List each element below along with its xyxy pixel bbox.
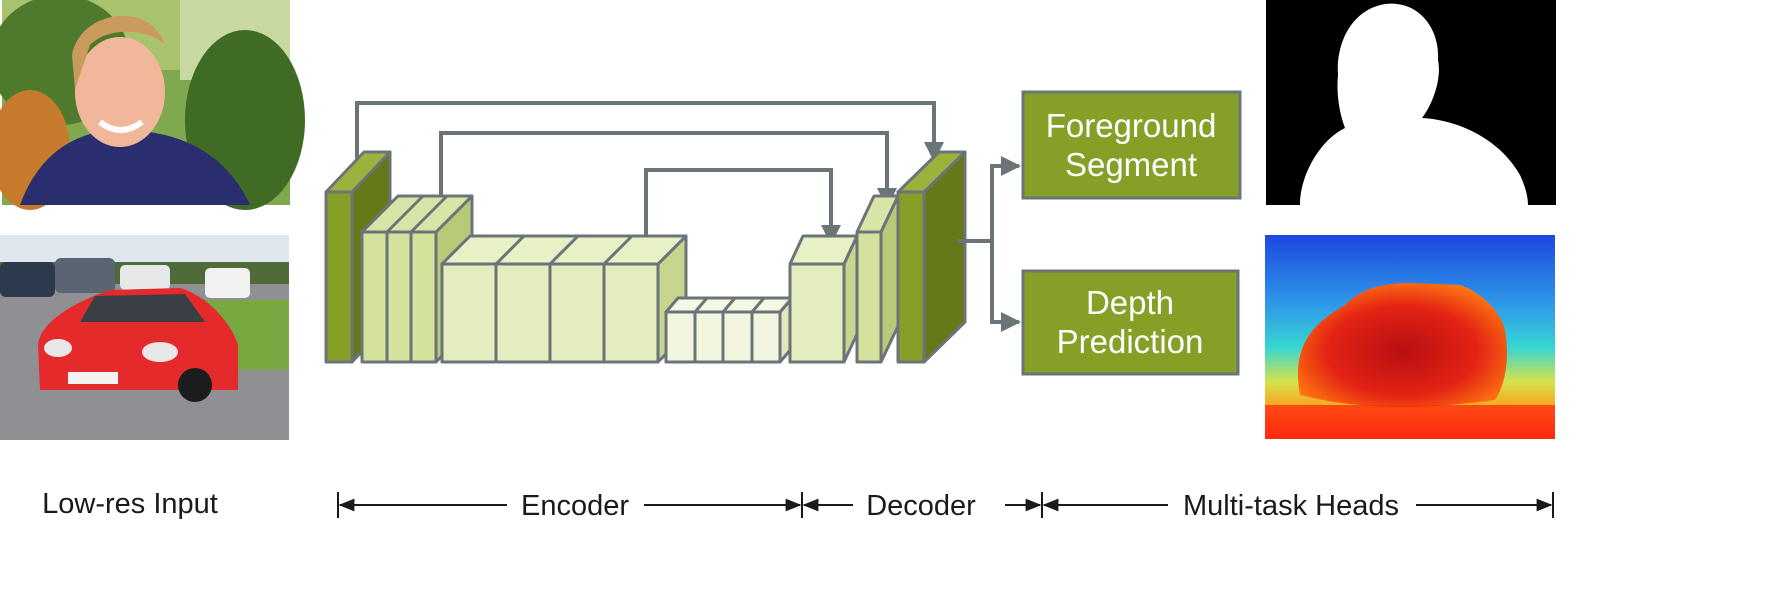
- input-person-photo: [0, 0, 305, 210]
- input-label: Low-res Input: [42, 488, 218, 520]
- decoder-label: Decoder: [866, 490, 976, 522]
- skip-connection-middle: [439, 131, 897, 208]
- decoder-layer-3: [896, 150, 967, 364]
- head-1-line-1: Foreground: [1046, 107, 1217, 144]
- skip-connection-outer: [355, 101, 944, 162]
- section-brackets: [337, 492, 1554, 518]
- head-depth-prediction: Depth Prediction: [1021, 269, 1240, 376]
- encoder-layer-3: [440, 234, 688, 364]
- heads-label: Multi-task Heads: [1183, 490, 1399, 522]
- head-2-line-2: Prediction: [1057, 323, 1204, 360]
- head-2-line-1: Depth: [1086, 284, 1174, 321]
- skip-connections: [355, 101, 944, 248]
- input-car-photo: [0, 235, 289, 440]
- decoder-blocks: [788, 150, 967, 364]
- depth-map-output: [1265, 235, 1555, 439]
- head-1-line-2: Segment: [1065, 146, 1197, 183]
- decoder-layer-1: [788, 234, 859, 364]
- head-connectors: [957, 156, 1021, 332]
- head-foreground-segment: Foreground Segment: [1021, 90, 1242, 200]
- decoder-layer-2: [855, 194, 900, 364]
- encoder-blocks: [324, 150, 794, 364]
- segmentation-mask-output: [1266, 0, 1556, 205]
- encoder-label: Encoder: [521, 490, 629, 522]
- encoder-layer-4-bottleneck: [664, 296, 794, 364]
- skip-connection-inner: [644, 168, 841, 248]
